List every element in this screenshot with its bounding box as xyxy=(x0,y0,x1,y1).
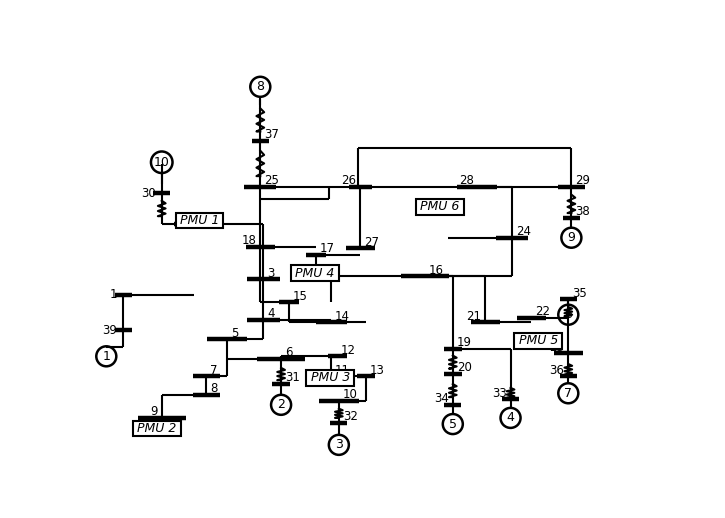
Text: 10: 10 xyxy=(154,156,170,169)
Text: 28: 28 xyxy=(459,174,473,187)
Text: 23: 23 xyxy=(550,340,565,354)
Text: 33: 33 xyxy=(492,387,507,400)
Text: 37: 37 xyxy=(264,128,279,141)
Text: 27: 27 xyxy=(364,236,379,249)
Text: 8: 8 xyxy=(257,80,265,93)
Text: 32: 32 xyxy=(343,410,357,423)
Text: 7: 7 xyxy=(564,387,572,400)
Text: 34: 34 xyxy=(434,392,449,405)
Text: 5: 5 xyxy=(231,327,239,340)
Text: PMU 5: PMU 5 xyxy=(518,335,558,348)
Text: 17: 17 xyxy=(320,242,335,255)
Text: 31: 31 xyxy=(285,371,300,384)
Text: 30: 30 xyxy=(141,186,156,199)
Text: 24: 24 xyxy=(516,225,531,238)
Text: 25: 25 xyxy=(264,174,279,187)
FancyBboxPatch shape xyxy=(515,333,562,349)
Text: 9: 9 xyxy=(568,231,576,244)
Text: PMU 4: PMU 4 xyxy=(295,267,335,280)
Text: 5: 5 xyxy=(449,418,457,430)
Text: PMU 3: PMU 3 xyxy=(311,371,350,384)
Text: PMU 6: PMU 6 xyxy=(420,200,460,213)
FancyBboxPatch shape xyxy=(175,213,223,228)
Text: 8: 8 xyxy=(210,382,217,395)
Text: 11: 11 xyxy=(335,364,350,377)
Text: 26: 26 xyxy=(341,174,357,187)
Text: 3: 3 xyxy=(268,267,275,280)
Text: 6: 6 xyxy=(285,346,292,359)
Text: 14: 14 xyxy=(335,310,350,323)
Text: 2: 2 xyxy=(202,211,210,224)
Text: 15: 15 xyxy=(293,290,307,303)
Text: 9: 9 xyxy=(150,405,158,418)
Text: 4: 4 xyxy=(507,411,515,424)
Text: 16: 16 xyxy=(429,264,444,277)
Text: 2: 2 xyxy=(277,398,285,411)
FancyBboxPatch shape xyxy=(291,265,339,281)
Text: 7: 7 xyxy=(210,364,217,377)
Text: 6: 6 xyxy=(564,308,572,321)
Text: 3: 3 xyxy=(335,438,343,451)
Text: 20: 20 xyxy=(457,362,471,375)
Text: 21: 21 xyxy=(466,310,481,323)
Text: 1: 1 xyxy=(109,288,117,301)
Text: 36: 36 xyxy=(550,364,565,377)
Text: 10: 10 xyxy=(343,388,357,401)
FancyBboxPatch shape xyxy=(133,421,181,436)
Text: 29: 29 xyxy=(575,174,590,187)
Text: PMU 1: PMU 1 xyxy=(180,214,219,227)
Text: 39: 39 xyxy=(102,324,117,337)
FancyBboxPatch shape xyxy=(416,199,463,214)
Text: 4: 4 xyxy=(268,308,275,321)
Text: 12: 12 xyxy=(341,343,356,356)
FancyBboxPatch shape xyxy=(307,370,355,385)
Text: PMU 2: PMU 2 xyxy=(138,422,177,435)
Text: 22: 22 xyxy=(535,305,550,318)
Text: 18: 18 xyxy=(241,234,257,247)
Text: 13: 13 xyxy=(370,364,384,377)
Text: 38: 38 xyxy=(575,205,590,218)
Text: 35: 35 xyxy=(572,286,587,299)
Text: 19: 19 xyxy=(457,336,472,349)
Text: 1: 1 xyxy=(102,350,110,363)
